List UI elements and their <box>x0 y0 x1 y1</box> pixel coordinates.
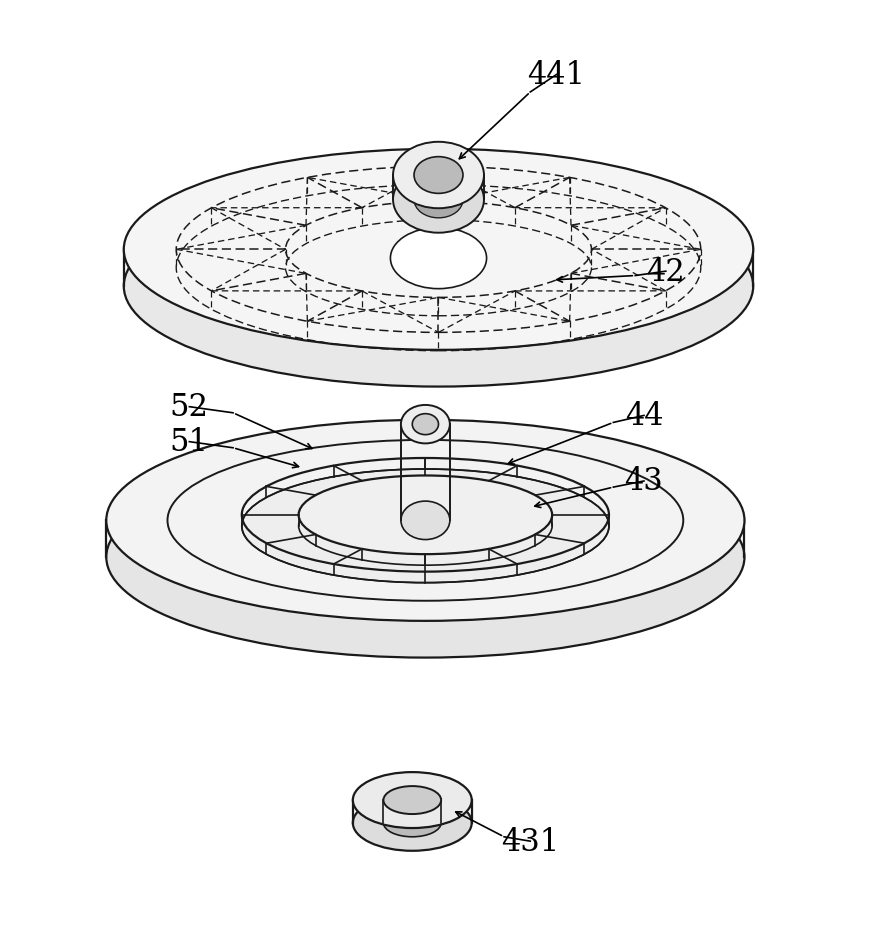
Ellipse shape <box>124 187 753 387</box>
Ellipse shape <box>401 501 450 540</box>
Ellipse shape <box>299 476 553 555</box>
Ellipse shape <box>106 420 745 621</box>
Ellipse shape <box>383 786 441 814</box>
Ellipse shape <box>393 167 484 234</box>
Ellipse shape <box>414 182 463 219</box>
Ellipse shape <box>412 414 438 435</box>
Ellipse shape <box>383 809 441 837</box>
Text: 51: 51 <box>170 427 209 458</box>
Ellipse shape <box>106 457 745 658</box>
Ellipse shape <box>242 470 609 583</box>
Text: 431: 431 <box>501 826 560 857</box>
Text: 44: 44 <box>624 401 663 432</box>
Ellipse shape <box>353 772 472 828</box>
Ellipse shape <box>393 143 484 209</box>
Text: 441: 441 <box>528 60 586 91</box>
Text: 52: 52 <box>170 392 209 423</box>
Ellipse shape <box>414 158 463 194</box>
Ellipse shape <box>401 406 450 444</box>
Ellipse shape <box>124 149 753 351</box>
Text: 43: 43 <box>624 466 663 497</box>
Ellipse shape <box>390 228 487 290</box>
Ellipse shape <box>353 795 472 851</box>
Text: 42: 42 <box>646 256 685 288</box>
